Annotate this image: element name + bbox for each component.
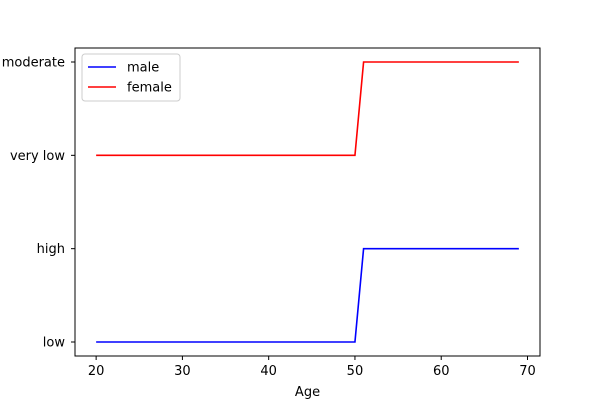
y-tick-label: moderate (2, 56, 65, 71)
plot-frame (74, 47, 541, 357)
legend-label-female: female (127, 81, 172, 96)
legend-label-male: male (127, 61, 159, 76)
x-tick-label: 20 (88, 364, 105, 379)
x-tick-label: 60 (433, 364, 450, 379)
x-tick-label: 40 (260, 364, 277, 379)
legend-box (81, 53, 181, 102)
series-layer (96, 61, 519, 343)
x-tick-label: 70 (519, 364, 536, 379)
y-tick-label: low (43, 336, 66, 351)
x-tick-label: 50 (347, 364, 364, 379)
series-line-male (96, 247, 519, 343)
x-axis: 20 30 40 50 60 70 (88, 356, 536, 379)
x-tick-label: 30 (174, 364, 191, 379)
y-tick-label: very low (10, 149, 65, 164)
y-tick-label: high (37, 242, 65, 257)
series-line-female (96, 61, 519, 157)
x-axis-label: Age (295, 385, 320, 400)
y-axis: low high very low moderate (2, 56, 75, 351)
legend: male female (81, 53, 181, 102)
